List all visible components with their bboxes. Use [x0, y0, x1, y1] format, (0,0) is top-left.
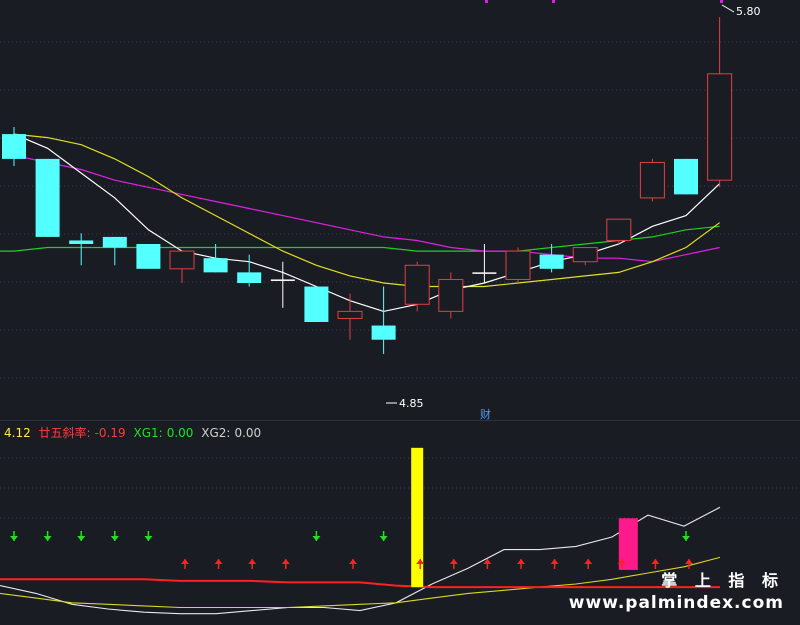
candle-body-down — [69, 240, 94, 244]
up-signal-arrow-head — [281, 559, 290, 564]
price-annotations: 5.80 4.85 财 — [386, 4, 761, 421]
down-signal-arrow — [10, 531, 18, 541]
up-signal-arrow — [685, 559, 693, 569]
candle-body-up — [337, 310, 363, 319]
down-signal-arrow-head — [77, 536, 86, 541]
up-signal-arrow-head — [449, 559, 458, 564]
candle-body-up — [606, 218, 632, 241]
up-signal-arrow — [248, 559, 257, 569]
ma10-line — [13, 133, 720, 288]
top-marker — [485, 0, 488, 3]
xg2-value: 0.00 — [234, 426, 262, 440]
indicator-yellow-line — [0, 556, 721, 609]
candle-body-down — [472, 272, 497, 274]
up-signal-arrow-head — [651, 559, 660, 564]
watermark-url: www.palmindex.com — [568, 593, 784, 613]
candle-body-down — [102, 236, 127, 248]
top-marker — [552, 0, 555, 3]
down-signal-arrow — [77, 531, 86, 541]
up-signal-arrow — [584, 559, 593, 569]
candle-body-down — [35, 158, 60, 237]
down-signal-arrow-head — [110, 536, 119, 541]
candle-body-up — [707, 73, 733, 181]
down-signal-arrow-head — [682, 536, 690, 541]
down-signal-arrow-head — [379, 536, 388, 541]
up-signal-arrow-head — [584, 559, 593, 564]
grid-lines — [0, 0, 800, 519]
candle-body-up — [572, 247, 598, 263]
candle-body-down — [2, 134, 26, 159]
up-signal-arrow — [651, 559, 660, 569]
yellow-signal-bar — [411, 447, 424, 588]
xg1-value: 0.00 — [166, 426, 194, 440]
high-price-label: 5.80 — [736, 5, 761, 18]
low-price-label: 4.85 — [399, 397, 424, 410]
down-signal-arrow — [144, 531, 153, 541]
candle-body-up — [169, 250, 195, 270]
candle-body-down — [304, 286, 329, 322]
up-signal-arrow-head — [416, 559, 425, 564]
up-signal-arrow — [349, 559, 357, 569]
indicator-red-line — [0, 578, 720, 589]
slope-label: 廿五斜率: — [38, 426, 91, 440]
indicator-white-line — [0, 506, 721, 615]
high-label-pointer — [721, 4, 735, 13]
up-signal-arrow-head — [248, 559, 257, 564]
up-signal-arrow — [214, 559, 223, 569]
down-signal-arrow — [43, 531, 52, 541]
watermark: 掌 上 指 标 www.palmindex.com — [569, 567, 784, 613]
up-signal-arrow-head — [617, 559, 626, 564]
finance-marker[interactable]: 财 — [480, 407, 491, 421]
top-marker — [720, 0, 723, 3]
down-signal-arrow — [312, 531, 321, 541]
up-signal-arrow — [617, 559, 626, 569]
up-signal-arrow — [416, 559, 425, 569]
candle-body-down — [237, 272, 262, 283]
candle-body-up — [639, 161, 665, 199]
up-signal-arrow-head — [349, 559, 357, 564]
ma20-line — [13, 154, 720, 263]
up-signal-arrow-head — [517, 559, 525, 564]
candle-body-up — [505, 250, 531, 280]
up-signal-arrow — [449, 559, 458, 569]
up-signal-arrow-head — [685, 559, 693, 564]
up-signal-arrow — [181, 559, 189, 569]
down-signal-arrow-head — [43, 536, 52, 541]
down-signal-arrow-head — [10, 536, 18, 541]
candle-body-down — [539, 254, 564, 269]
candle-body-down — [371, 325, 396, 340]
up-signal-arrow-head — [483, 559, 492, 564]
up-signal-arrow-head — [550, 559, 559, 564]
up-signal-arrow — [483, 559, 492, 569]
candle-body-down — [203, 258, 228, 273]
down-signal-arrow — [110, 531, 119, 541]
up-signal-arrow-head — [181, 559, 189, 564]
down-signal-arrow — [379, 531, 388, 541]
up-signal-arrow-head — [214, 559, 223, 564]
candlesticks — [2, 17, 733, 354]
candle-body-down — [674, 158, 698, 195]
watermark-brand: 掌 上 指 标 — [661, 571, 784, 590]
candle-body-up — [404, 264, 430, 305]
up-signal-arrow — [281, 559, 290, 569]
slope-value: -0.19 — [94, 426, 126, 440]
ma5-line — [13, 133, 721, 313]
down-signal-arrow-head — [312, 536, 321, 541]
down-signal-arrow — [682, 531, 690, 541]
indicator-value: 4.12 — [4, 426, 31, 440]
candle-body-up — [438, 278, 464, 312]
panel-divider — [0, 420, 800, 421]
indicator-header: 4.12 廿五斜率: -0.19 XG1: 0.00 XG2: 0.00 — [4, 424, 265, 441]
up-signal-arrow — [550, 559, 559, 569]
xg2-label: XG2: — [201, 426, 231, 440]
candle-body-down — [136, 244, 161, 269]
xg1-label: XG1: — [133, 426, 163, 440]
magenta-signal-bar — [618, 518, 638, 570]
down-signal-arrow-head — [144, 536, 153, 541]
candle-body-down — [270, 279, 295, 281]
indicator-panel — [0, 447, 721, 615]
up-signal-arrow — [517, 559, 525, 569]
